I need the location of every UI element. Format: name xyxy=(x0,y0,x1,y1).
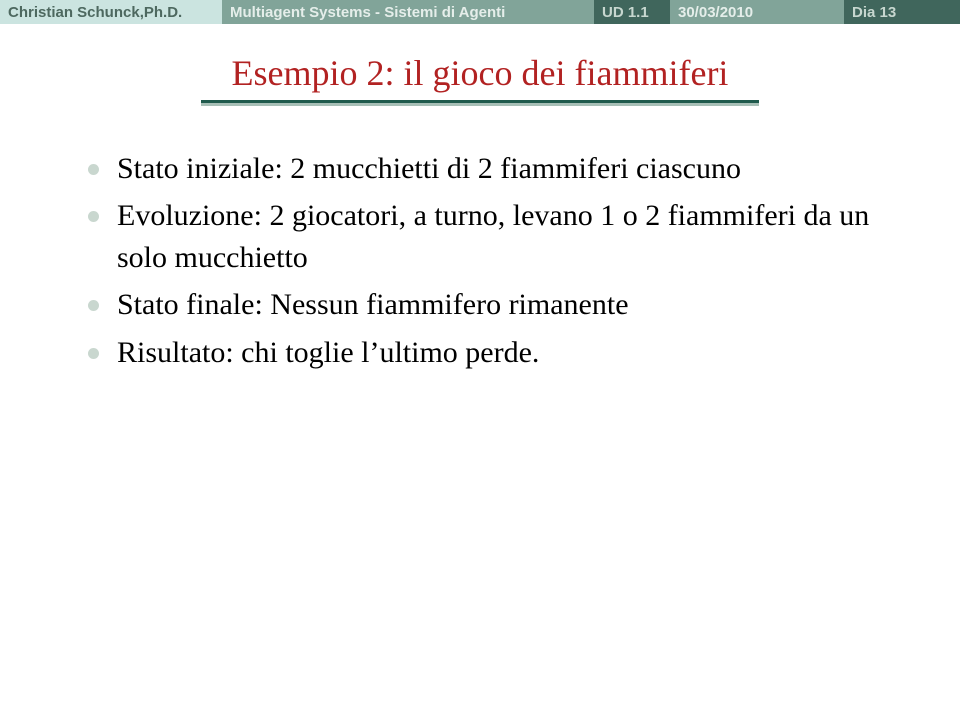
bullet-dot-icon xyxy=(88,300,99,311)
header-course: Multiagent Systems - Sistemi di Agenti xyxy=(222,0,594,24)
slide-header: Christian Schunck,Ph.D. Multiagent Syste… xyxy=(0,0,960,24)
bullet-item: Stato iniziale: 2 mucchietti di 2 fiammi… xyxy=(88,148,888,189)
bullet-item: Stato finale: Nessun fiammifero rimanent… xyxy=(88,284,888,325)
bullet-dot-icon xyxy=(88,211,99,222)
bullet-text: Stato iniziale: 2 mucchietti di 2 fiammi… xyxy=(117,148,888,189)
bullet-text: Risultato: chi toglie l’ultimo perde. xyxy=(117,332,888,373)
bullet-text: Stato finale: Nessun fiammifero rimanent… xyxy=(117,284,888,325)
slide-title: Esempio 2: il gioco dei fiammiferi xyxy=(0,52,960,94)
header-slideno: Dia 13 xyxy=(844,0,960,24)
bullet-dot-icon xyxy=(88,164,99,175)
header-author: Christian Schunck,Ph.D. xyxy=(0,0,222,24)
title-underline xyxy=(201,100,759,106)
bullet-dot-icon xyxy=(88,348,99,359)
header-date: 30/03/2010 xyxy=(670,0,844,24)
slide-body: Stato iniziale: 2 mucchietti di 2 fiammi… xyxy=(88,148,888,373)
bullet-text: Evoluzione: 2 giocatori, a turno, levano… xyxy=(117,195,888,278)
bullet-item: Risultato: chi toglie l’ultimo perde. xyxy=(88,332,888,373)
bullet-item: Evoluzione: 2 giocatori, a turno, levano… xyxy=(88,195,888,278)
slide: Christian Schunck,Ph.D. Multiagent Syste… xyxy=(0,0,960,705)
header-unit: UD 1.1 xyxy=(594,0,670,24)
